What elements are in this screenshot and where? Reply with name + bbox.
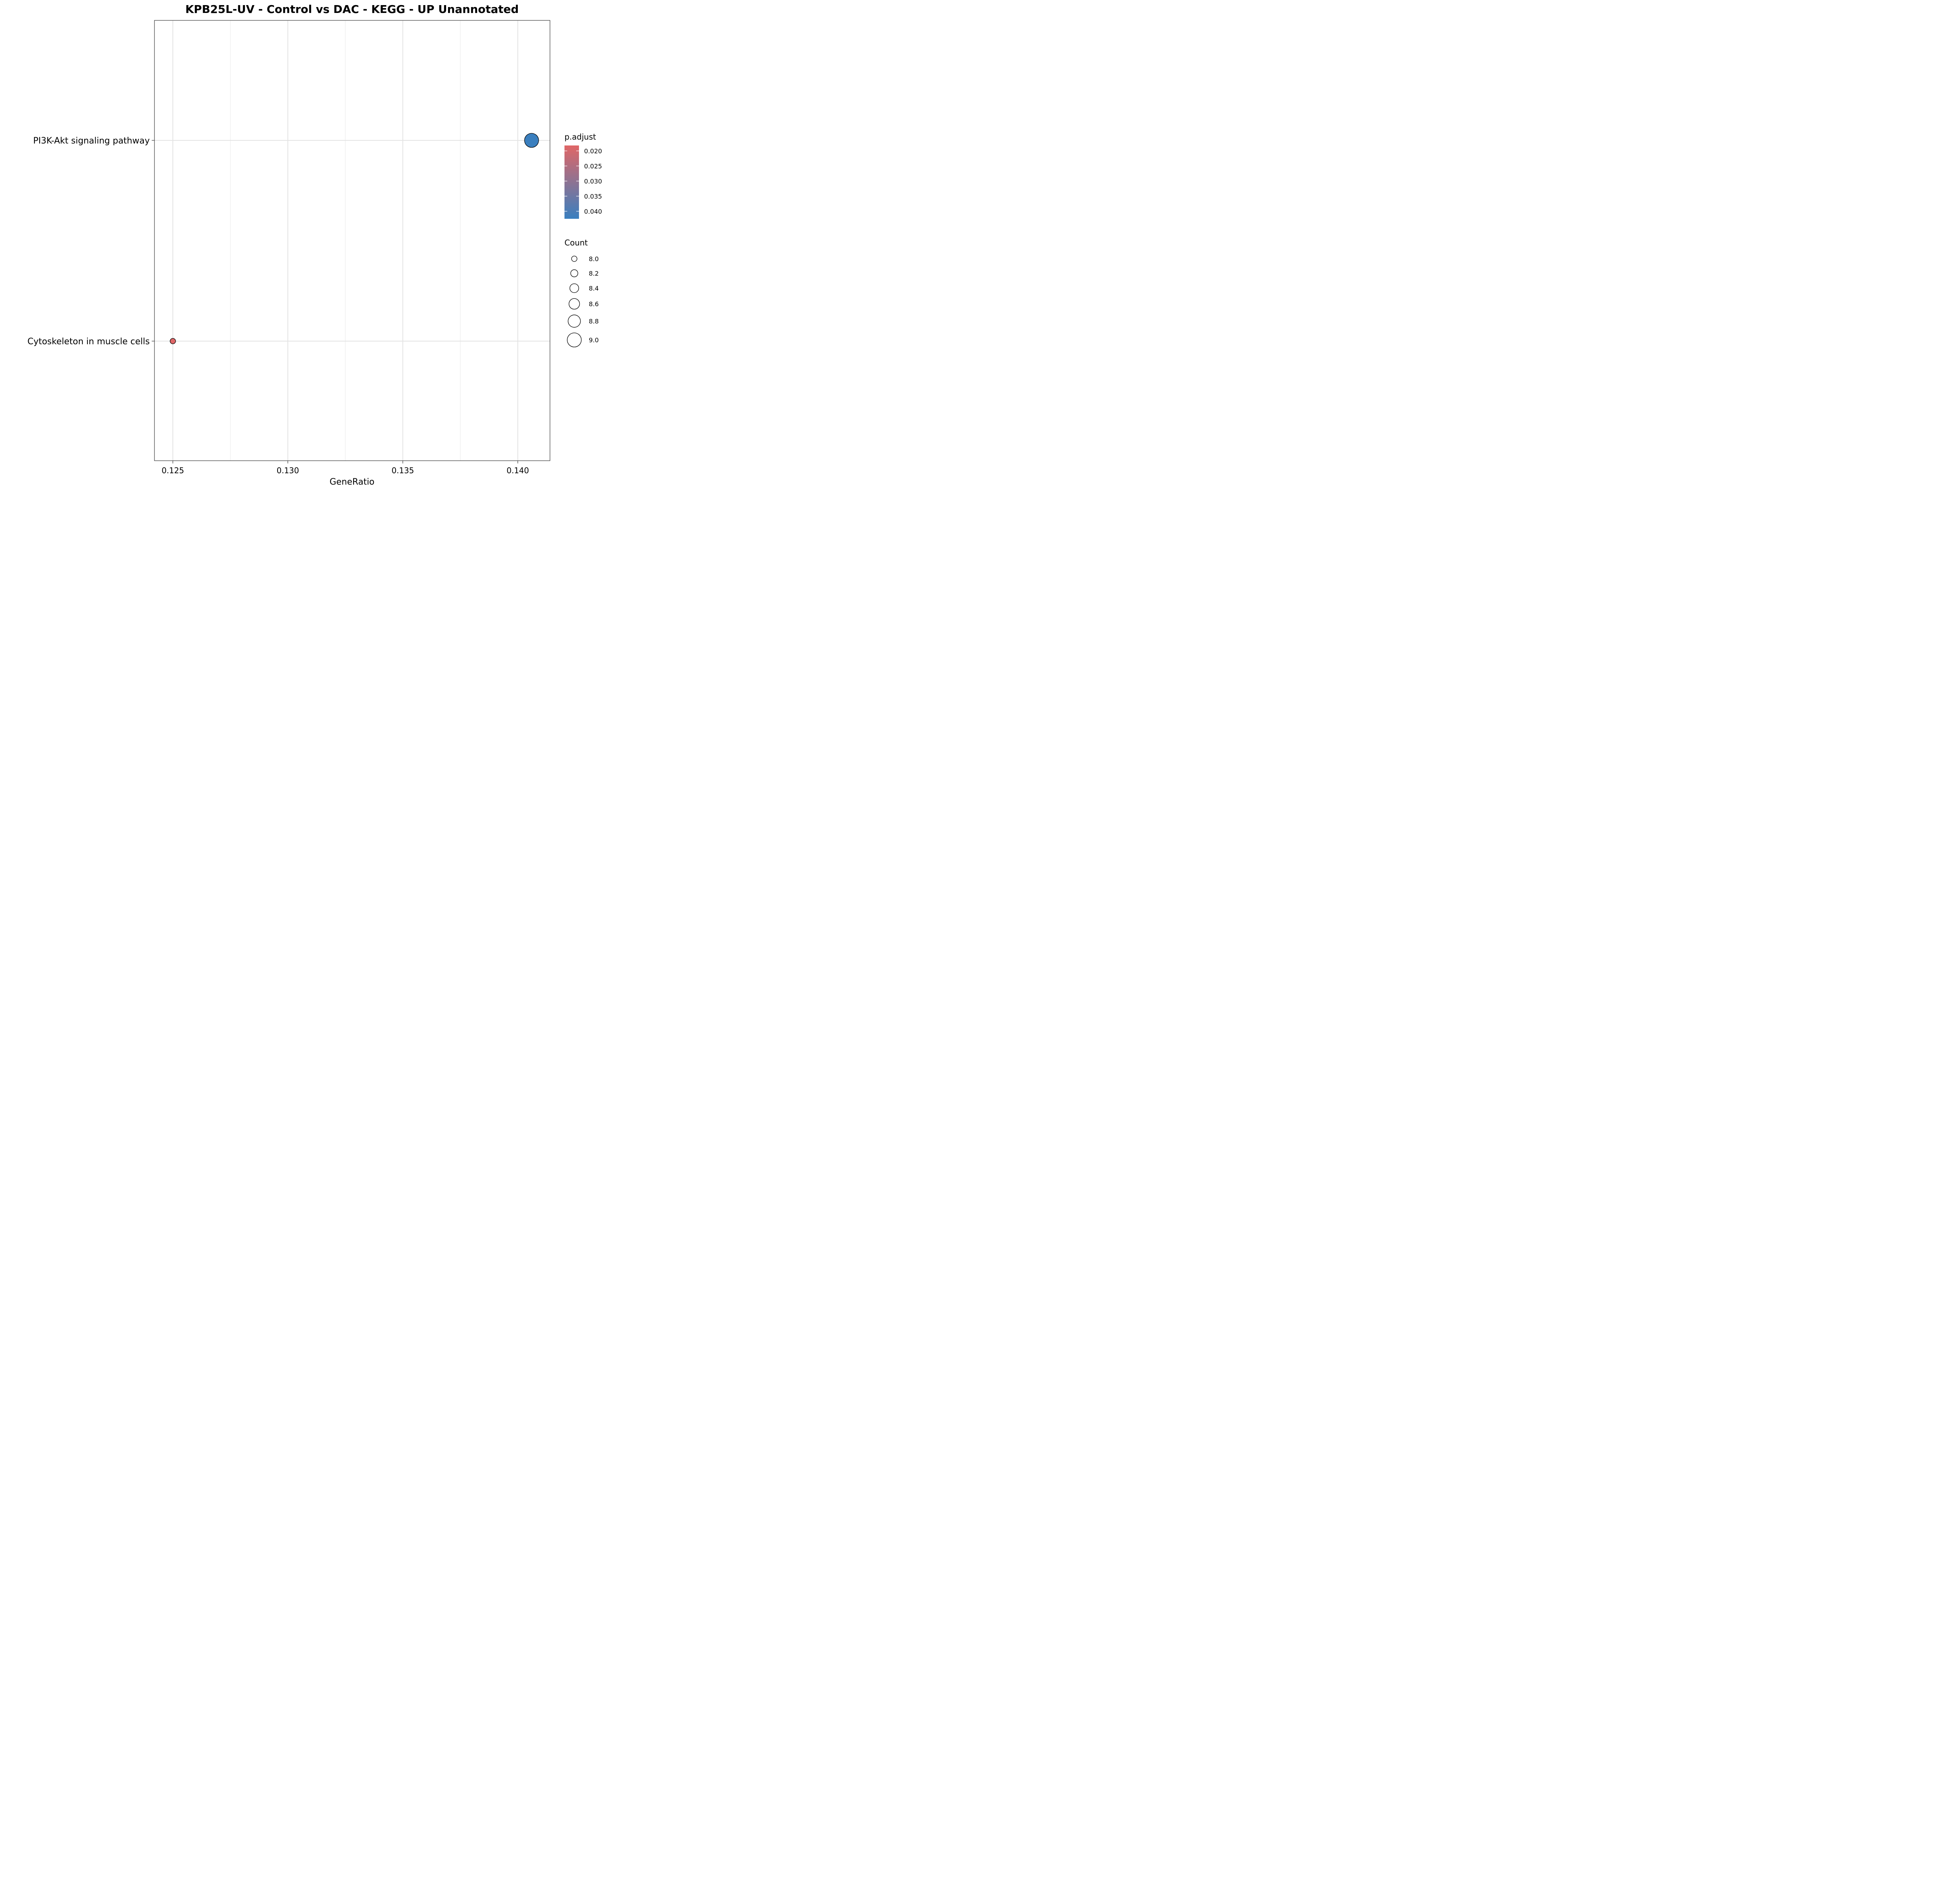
- dot-plot: KPB25L-UV - Control vs DAC - KEGG - UP U…: [0, 0, 612, 489]
- count-legend-symbol: [571, 256, 577, 262]
- count-legend-symbol: [570, 269, 578, 277]
- count-legend-symbol: [569, 283, 579, 293]
- data-point: [170, 338, 176, 344]
- y-category-label: PI3K-Akt signaling pathway: [33, 136, 150, 146]
- chart-title: KPB25L-UV - Control vs DAC - KEGG - UP U…: [185, 3, 519, 16]
- data-point: [524, 133, 539, 148]
- padjust-legend-title: p.adjust: [564, 132, 596, 142]
- count-legend-title: Count: [564, 238, 588, 247]
- y-axis-ticks: Cytoskeleton in muscle cells PI3K-Akt sig…: [27, 136, 154, 347]
- count-legend-label: 8.4: [589, 285, 599, 292]
- plot-border: [154, 20, 550, 461]
- y-category-label: Cytoskeleton in muscle cells: [27, 337, 150, 347]
- x-tick-label: 0.135: [392, 466, 414, 475]
- count-legend-label: 8.8: [589, 318, 599, 325]
- padjust-legend-label: 0.030: [584, 178, 602, 185]
- x-tick-label: 0.130: [277, 466, 299, 475]
- x-tick-label: 0.125: [162, 466, 184, 475]
- x-axis-title: GeneRatio: [330, 477, 375, 487]
- count-legend-symbol: [568, 298, 580, 310]
- padjust-legend-label: 0.020: [584, 147, 602, 155]
- x-axis-ticks: 0.125 0.130 0.135 0.140: [162, 461, 529, 475]
- data-points: [170, 133, 539, 344]
- count-legend-label: 9.0: [589, 336, 599, 344]
- count-legend-label: 8.6: [589, 300, 599, 308]
- count-legend-symbol: [567, 332, 582, 347]
- padjust-legend-label: 0.040: [584, 208, 602, 215]
- count-legend: 8.0 8.2 8.4 8.6 8.8 9.0: [567, 255, 599, 347]
- count-legend-symbol: [568, 314, 581, 328]
- padjust-legend-label: 0.025: [584, 162, 602, 170]
- padjust-colorbar: [564, 145, 579, 219]
- padjust-legend-ticks: 0.020 0.025 0.030 0.035 0.040: [564, 147, 602, 215]
- count-legend-label: 8.2: [589, 270, 599, 277]
- count-legend-label: 8.0: [589, 255, 599, 263]
- chart-root: KPB25L-UV - Control vs DAC - KEGG - UP U…: [0, 0, 612, 489]
- x-tick-label: 0.140: [506, 466, 529, 475]
- grid-lines: [154, 20, 550, 461]
- padjust-legend-label: 0.035: [584, 193, 602, 200]
